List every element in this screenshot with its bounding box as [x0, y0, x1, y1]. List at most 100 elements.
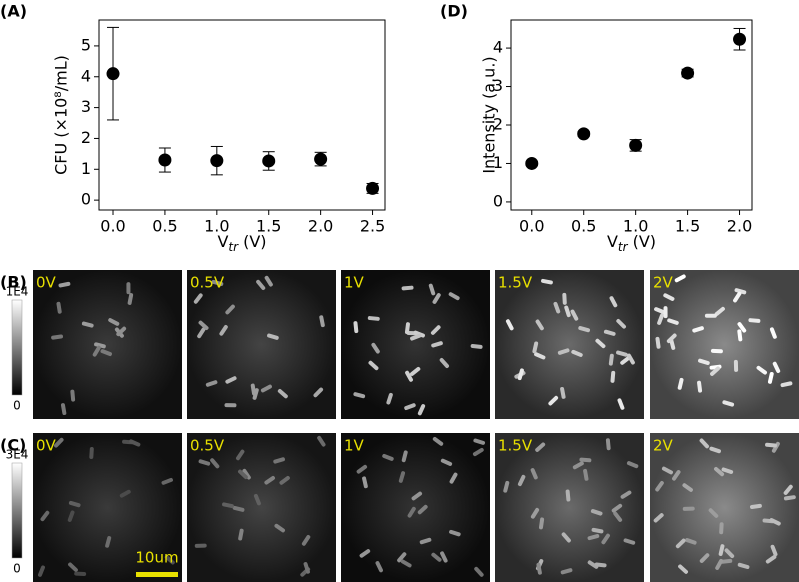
cell: [473, 438, 486, 445]
cell: [653, 513, 664, 523]
cell: [164, 555, 175, 565]
x-axis-label-part: (V): [238, 232, 267, 251]
cell: [737, 562, 750, 570]
cell: [60, 403, 67, 416]
cell: [238, 528, 244, 541]
micrograph: [187, 433, 336, 582]
cell: [219, 325, 228, 336]
cell: [260, 384, 272, 393]
cell: [674, 274, 686, 283]
cell: [417, 504, 428, 515]
panel-voltage-label: 2V: [653, 274, 674, 292]
cell: [127, 293, 134, 305]
cell: [682, 506, 695, 511]
cell: [538, 517, 545, 530]
cell: [400, 559, 412, 568]
cell: [594, 562, 607, 568]
scale-bar: [136, 572, 178, 577]
cell: [371, 342, 380, 354]
cell: [225, 376, 237, 384]
cell: [767, 371, 774, 384]
cell: [317, 435, 326, 447]
row-label: (B): [0, 273, 27, 292]
cell: [564, 305, 571, 318]
cell: [655, 336, 661, 349]
panel-label: (D): [440, 2, 468, 21]
cell: [677, 377, 684, 390]
x-axis-label: Vtr (V): [607, 232, 656, 254]
cell: [222, 502, 234, 509]
cell: [430, 325, 441, 335]
cell: [74, 571, 87, 576]
cell: [714, 466, 725, 477]
y-axis-label: CFU (×10⁸/mL): [52, 55, 71, 175]
point: [106, 67, 120, 81]
cell: [431, 341, 443, 348]
cell: [198, 459, 211, 466]
cell: [626, 461, 639, 469]
micrograph: [495, 433, 644, 582]
cell: [613, 511, 623, 522]
cell: [205, 380, 218, 387]
micrograph: [33, 270, 182, 419]
cell: [595, 338, 606, 349]
cell: [532, 341, 539, 354]
panel-voltage-label: 1V: [344, 437, 365, 455]
cell: [279, 475, 290, 485]
cell: [553, 301, 561, 314]
cell: [407, 506, 416, 518]
cell: [571, 349, 583, 357]
cell: [675, 538, 686, 549]
cell: [587, 534, 600, 541]
cell: [620, 490, 632, 499]
cell: [535, 319, 544, 331]
y-tick-label: 3: [493, 76, 503, 95]
y-tick-label: 5: [81, 35, 91, 54]
scale-bar-label: 10um: [135, 549, 178, 567]
panel-voltage-label: 2V: [653, 437, 674, 455]
cell: [81, 321, 94, 328]
cell: [620, 355, 631, 365]
cell: [710, 366, 720, 376]
y-tick-label: 1: [493, 153, 503, 172]
x-tick-label: 1.5: [256, 217, 281, 236]
cell: [570, 309, 579, 321]
cell: [661, 466, 674, 475]
cell: [359, 549, 371, 558]
cell: [720, 558, 733, 564]
cell: [583, 468, 589, 481]
panel-voltage-label: 1.5V: [498, 274, 533, 292]
point: [577, 127, 591, 141]
cell: [611, 503, 623, 513]
cell: [682, 483, 693, 492]
cell: [715, 558, 724, 570]
cell: [765, 554, 777, 564]
cell: [92, 345, 101, 357]
cell: [749, 503, 762, 510]
cell: [733, 291, 742, 303]
cell: [253, 493, 261, 506]
plot-frame: [510, 19, 753, 211]
cell: [692, 326, 704, 333]
row-label: (C): [0, 436, 26, 455]
cell: [401, 285, 414, 291]
cell: [404, 322, 410, 335]
cell: [737, 329, 743, 342]
cell: [699, 553, 710, 563]
cell: [375, 561, 383, 573]
x-axis-label-part: V: [217, 232, 228, 251]
cell: [242, 468, 251, 480]
cell: [678, 564, 689, 574]
cell: [548, 395, 559, 406]
colorbar-max-label: 3E4: [6, 448, 29, 462]
cell: [605, 438, 611, 451]
cell: [697, 380, 703, 393]
cell: [654, 307, 666, 315]
cell: [657, 313, 664, 325]
colorbar-max-label: 1E4: [6, 285, 29, 299]
x-tick-label: 1.0: [623, 217, 648, 236]
cell: [666, 333, 677, 344]
cell: [277, 389, 288, 399]
cell: [560, 568, 573, 575]
cell: [474, 566, 484, 577]
